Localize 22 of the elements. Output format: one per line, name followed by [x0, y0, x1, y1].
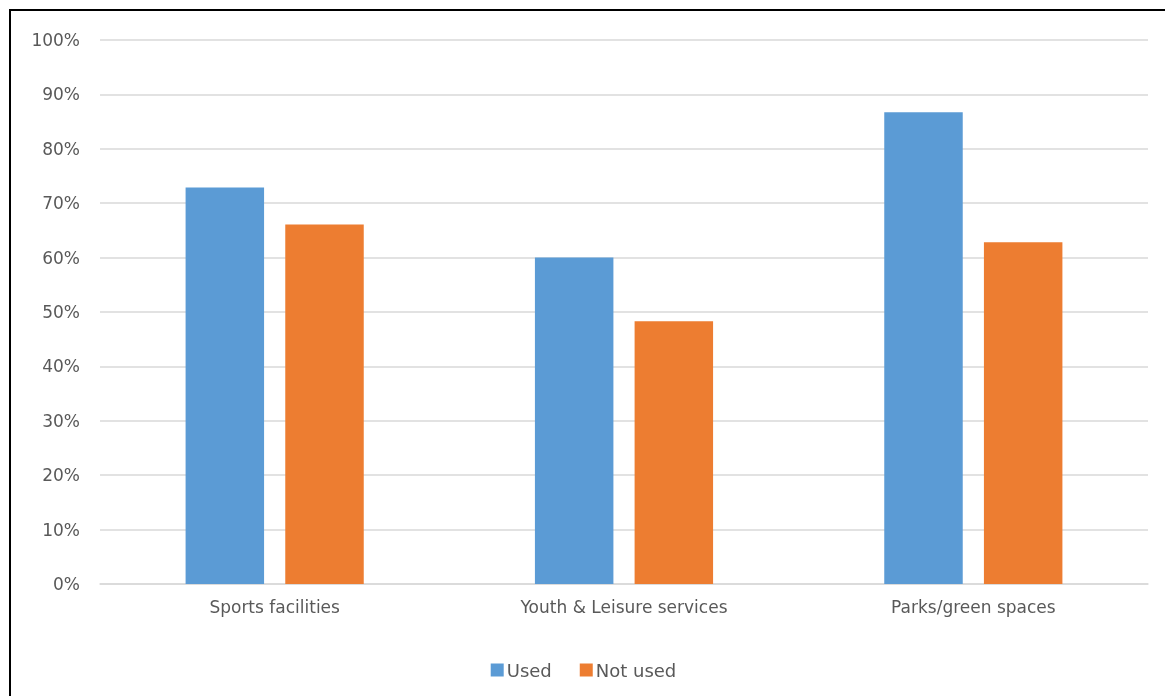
- legend-label: Used: [506, 659, 552, 681]
- y-tick-label: 80%: [42, 138, 80, 159]
- x-tick-label: Youth & Leisure services: [519, 596, 728, 617]
- bar: [285, 224, 364, 584]
- y-tick-label: 40%: [42, 356, 80, 377]
- bar: [185, 187, 265, 584]
- y-tick-label: 100%: [31, 30, 80, 50]
- bar: [884, 112, 963, 584]
- y-tick-label: 0%: [53, 574, 80, 594]
- y-tick-label: 70%: [42, 193, 80, 214]
- y-tick-label: 20%: [42, 465, 80, 486]
- legend-label: Not used: [595, 659, 677, 681]
- y-tick-label: 60%: [42, 247, 80, 268]
- bar: [634, 321, 714, 584]
- y-tick-label: 10%: [42, 519, 80, 540]
- x-tick-label: Sports facilities: [209, 596, 341, 617]
- y-tick-label: 30%: [42, 410, 80, 431]
- x-tick-label: Parks/green spaces: [891, 596, 1056, 617]
- y-tick-label: 90%: [42, 84, 80, 105]
- y-tick-label: 50%: [42, 302, 80, 322]
- bar: [983, 242, 1063, 584]
- bar: [534, 257, 614, 584]
